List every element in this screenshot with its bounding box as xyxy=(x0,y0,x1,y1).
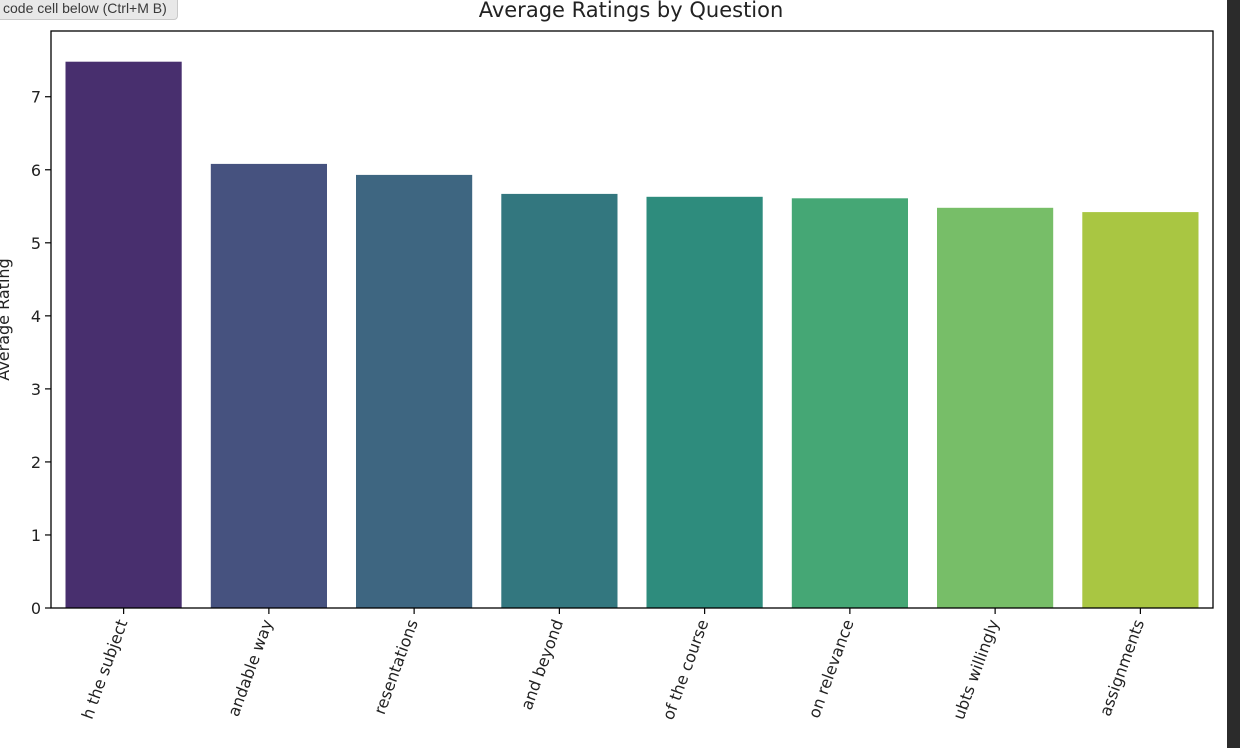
shortcut-tooltip: code cell below (Ctrl+M B) xyxy=(0,0,178,20)
bar-6 xyxy=(791,198,908,609)
x-tick-label: resentations xyxy=(370,617,422,717)
y-tick-label: 6 xyxy=(31,161,41,180)
x-tick-label: andable way xyxy=(224,617,277,719)
y-tick-label: 2 xyxy=(31,453,41,472)
bar-8 xyxy=(1082,212,1199,608)
bars-group xyxy=(65,61,1199,609)
x-tick-label: h the subject xyxy=(78,617,132,722)
vertical-scrollbar[interactable] xyxy=(1227,0,1240,748)
bar-1 xyxy=(65,61,182,608)
bar-4 xyxy=(501,193,618,608)
y-axis-ticks: 0 1 2 3 4 5 6 7 xyxy=(31,88,51,618)
y-axis-label: Average Rating xyxy=(0,258,13,380)
x-axis-ticks: h the subject andable way resentations and … xyxy=(78,608,1148,722)
plot-frame xyxy=(50,30,1214,609)
x-tick-label: assignments xyxy=(1096,617,1149,719)
y-tick-label: 5 xyxy=(31,234,41,253)
bar-3 xyxy=(356,174,473,608)
x-tick-label: of the course xyxy=(658,617,712,722)
chart-title: Average Ratings by Question xyxy=(479,0,784,22)
bar-2 xyxy=(210,163,327,608)
y-tick-label: 1 xyxy=(31,526,41,545)
bar-7 xyxy=(937,207,1054,609)
bar-5 xyxy=(646,196,763,609)
x-tick-label: on relevance xyxy=(804,617,857,721)
y-tick-label: 0 xyxy=(31,599,41,618)
x-tick-label: ubts willingly xyxy=(949,617,1003,722)
x-tick-label: and beyond xyxy=(517,617,567,713)
y-tick-label: 4 xyxy=(31,307,41,326)
y-tick-label: 7 xyxy=(31,88,41,107)
y-tick-label: 3 xyxy=(31,380,41,399)
